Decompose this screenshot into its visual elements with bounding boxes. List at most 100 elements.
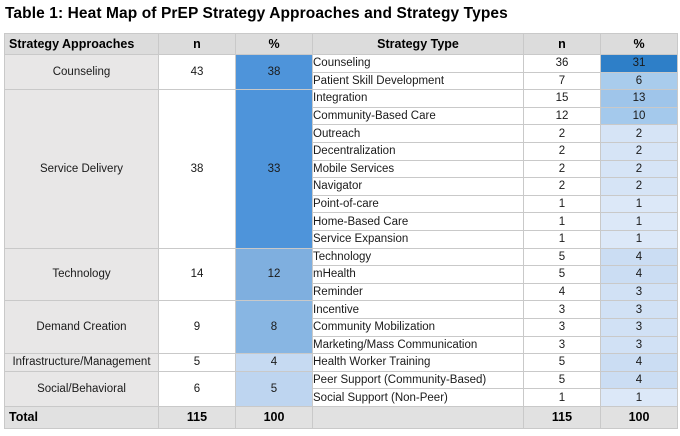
type-pct-cell: 3	[600, 317, 678, 337]
type-n-cell: 1	[523, 229, 601, 249]
type-pct-cell: 2	[600, 177, 678, 196]
type-n-cell: 5	[523, 353, 601, 372]
table-row: Mobile Services 2 2	[5, 159, 678, 179]
approach-pct-cell: 8	[235, 300, 313, 355]
type-n-cell: 2	[523, 177, 601, 196]
type-cell: Social Support (Non-Peer)	[312, 388, 524, 407]
approach-n-cell: 38	[158, 89, 236, 249]
table-title: Table 1: Heat Map of PrEP Strategy Appro…	[5, 5, 508, 22]
total-empty-cell	[312, 405, 524, 429]
table-row: Navigator 2 2	[5, 177, 678, 196]
type-pct-cell: 1	[600, 388, 678, 407]
header-approach-pct: %	[235, 33, 313, 55]
approach-pct-cell: 38	[235, 53, 313, 91]
approach-cell: Social/Behavioral	[4, 370, 159, 407]
approach-n-cell: 14	[158, 247, 236, 302]
type-pct-cell: 2	[600, 159, 678, 179]
type-n-cell: 1	[523, 194, 601, 214]
type-cell: Integration	[312, 89, 524, 108]
type-pct-cell: 1	[600, 194, 678, 214]
type-n-cell: 3	[523, 317, 601, 337]
approach-pct-cell: 33	[235, 89, 313, 249]
total-approach-pct: 100	[235, 405, 313, 429]
type-pct-cell: 13	[600, 89, 678, 108]
type-n-cell: 2	[523, 159, 601, 179]
table-row: mHealth 5 4	[5, 265, 678, 284]
type-n-cell: 1	[523, 388, 601, 407]
approach-cell: Demand Creation	[4, 300, 159, 355]
header-approach-n: n	[158, 33, 236, 55]
type-pct-cell: 1	[600, 229, 678, 249]
type-cell: Mobile Services	[312, 159, 524, 179]
approach-cell: Counseling	[4, 53, 159, 91]
type-cell: Health Worker Training	[312, 353, 524, 372]
approach-pct-cell: 4	[235, 353, 313, 372]
table-row: Social Support (Non-Peer) 1 1	[5, 388, 678, 407]
header-type-n: n	[523, 33, 601, 55]
type-pct-cell: 4	[600, 265, 678, 284]
approach-n-cell: 9	[158, 300, 236, 355]
type-pct-cell: 1	[600, 212, 678, 231]
type-cell: Peer Support (Community-Based)	[312, 370, 524, 390]
type-n-cell: 1	[523, 212, 601, 231]
approach-cell: Infrastructure/Management	[4, 353, 159, 372]
approach-cell: Service Delivery	[4, 89, 159, 249]
type-n-cell: 2	[523, 124, 601, 143]
table-row: Service Delivery 38 33 Integration 15 13	[4, 89, 678, 249]
type-pct-cell: 31	[600, 54, 678, 73]
total-approach-n: 115	[158, 405, 236, 429]
total-label: Total	[4, 405, 159, 429]
type-n-cell: 36	[523, 54, 601, 73]
type-cell: Technology	[312, 247, 524, 267]
type-pct-cell: 2	[600, 124, 678, 143]
type-cell: Navigator	[312, 177, 524, 196]
type-n-cell: 12	[523, 106, 601, 126]
type-pct-cell: 2	[600, 141, 678, 161]
table-row: Social/Behavioral 6 5 Peer Support (Communi…	[4, 370, 678, 407]
table-row: Technology 14 12 Technology 5 4	[4, 247, 678, 302]
type-cell: Community Mobilization	[312, 317, 524, 337]
type-cell: Incentive	[312, 300, 524, 319]
type-pct-cell: 3	[600, 300, 678, 319]
type-cell: Point-of-care	[312, 194, 524, 214]
type-n-cell: 5	[523, 247, 601, 267]
type-n-cell: 3	[523, 300, 601, 319]
type-n-cell: 3	[523, 335, 601, 355]
type-pct-cell: 4	[600, 370, 678, 390]
type-cell: Decentralization	[312, 141, 524, 161]
header-strategy-type: Strategy Type	[312, 33, 524, 55]
table-row: Marketing/Mass Communication 3 3	[5, 335, 678, 355]
table-row: Community Mobilization 3 3	[5, 317, 678, 337]
type-cell: Reminder	[312, 282, 524, 302]
type-n-cell: 5	[523, 265, 601, 284]
header-row: Strategy Approaches n % Strategy Type n …	[4, 33, 678, 55]
type-pct-cell: 4	[600, 353, 678, 372]
total-type-pct: 100	[600, 405, 678, 429]
type-pct-cell: 10	[600, 106, 678, 126]
approach-pct-cell: 5	[235, 370, 313, 407]
type-n-cell: 4	[523, 282, 601, 302]
table-row: Demand Creation 9 8 Incentive 3 3	[4, 300, 678, 355]
header-type-pct: %	[600, 33, 678, 55]
total-row: Total 115 100 115 100	[4, 405, 678, 429]
table-row: Counseling 43 38 Counseling 36 31	[4, 53, 678, 91]
type-pct-cell: 4	[600, 247, 678, 267]
type-pct-cell: 3	[600, 335, 678, 355]
approach-n-cell: 6	[158, 370, 236, 407]
approach-n-cell: 5	[158, 353, 236, 372]
type-n-cell: 2	[523, 141, 601, 161]
approach-cell: Technology	[4, 247, 159, 302]
table-row: Infrastructure/Management 5 4 Health Worker…	[4, 353, 678, 372]
approach-n-cell: 43	[158, 53, 236, 91]
type-cell: Counseling	[312, 54, 524, 73]
table-body: Counseling 43 38 Counseling 36 31 Patient Skil…	[4, 53, 678, 407]
table-row: Decentralization 2 2	[5, 141, 678, 161]
type-n-cell: 7	[523, 71, 601, 91]
type-cell: Community-Based Care	[312, 106, 524, 126]
type-cell: Patient Skill Development	[312, 71, 524, 91]
type-cell: Home-Based Care	[312, 212, 524, 231]
header-strategy-approaches: Strategy Approaches	[4, 33, 159, 55]
type-n-cell: 15	[523, 89, 601, 108]
type-pct-cell: 3	[600, 282, 678, 302]
type-cell: Outreach	[312, 124, 524, 143]
